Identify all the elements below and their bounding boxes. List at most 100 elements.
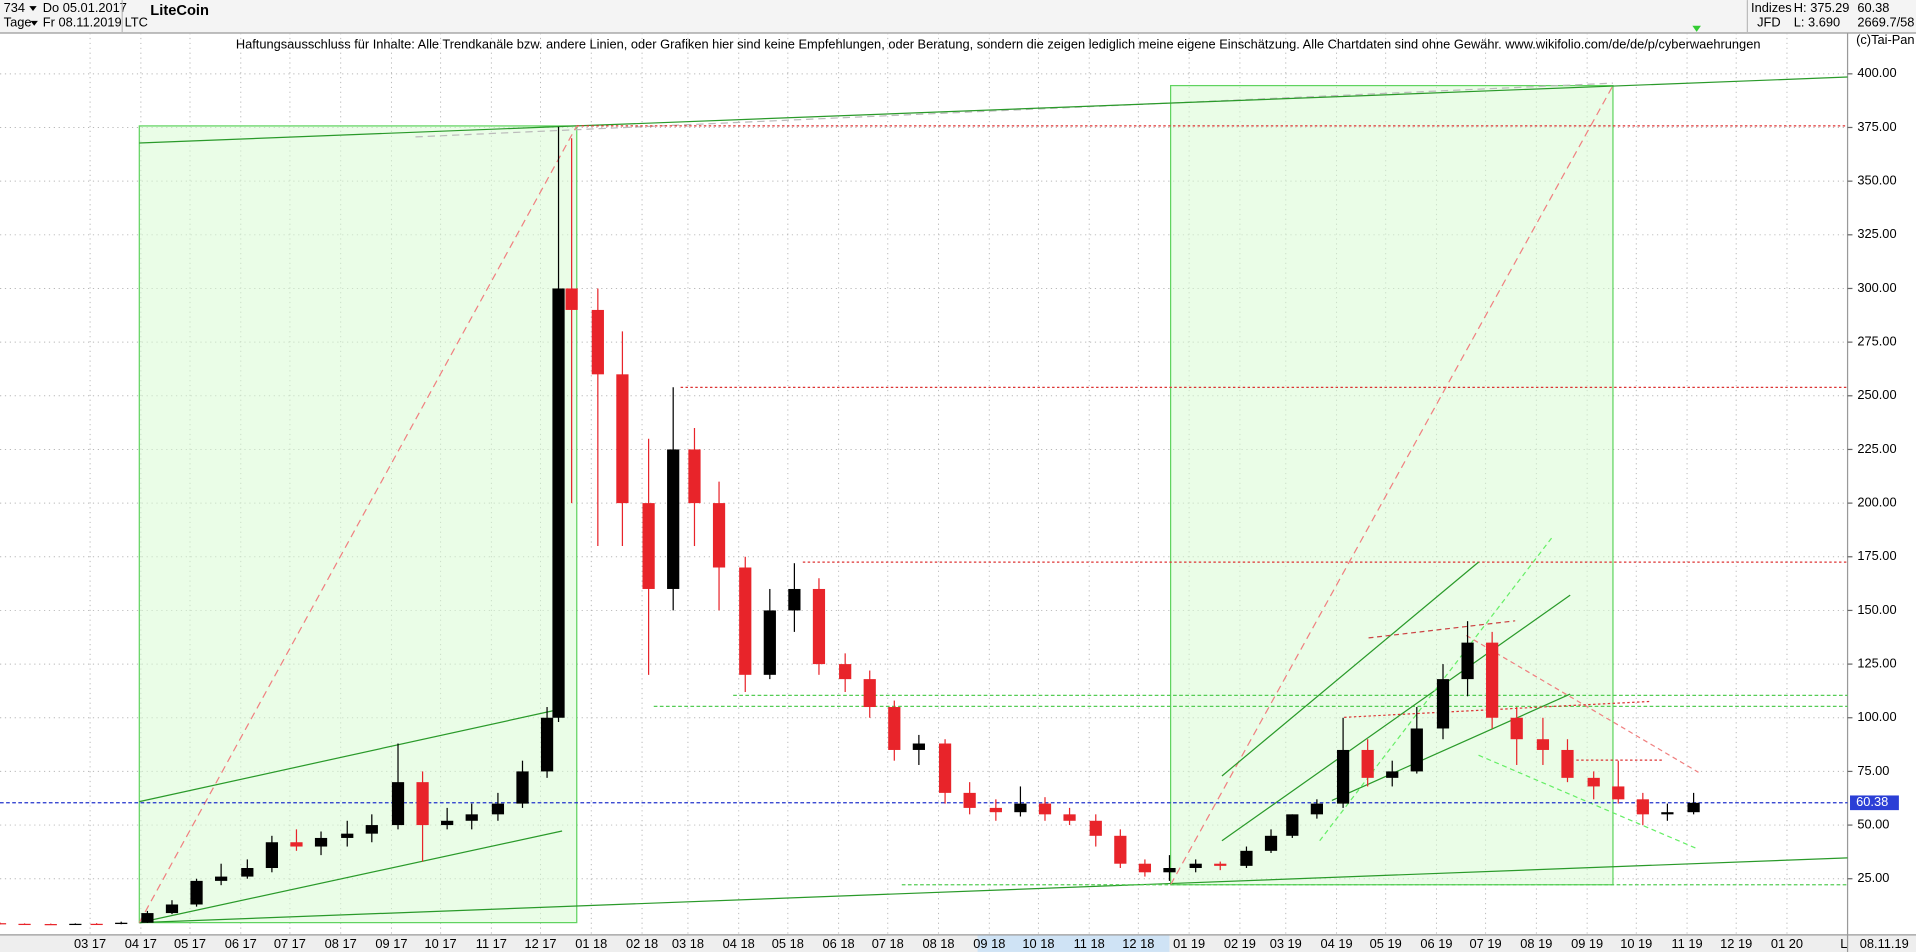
candle-body xyxy=(314,837,328,847)
candle-body xyxy=(739,567,752,675)
exchange: JFD xyxy=(1757,15,1781,30)
candle-body xyxy=(1461,642,1474,680)
candle-body xyxy=(938,743,952,793)
candle-body xyxy=(989,807,1002,813)
x-tick-label: 08 17 xyxy=(325,936,357,951)
trend-line xyxy=(1331,693,1571,801)
y-tick-label: 275.00 xyxy=(1857,334,1896,349)
dropdown-arrow xyxy=(29,6,37,12)
candle-body xyxy=(963,792,976,808)
x-tick-label: 03 18 xyxy=(672,936,704,951)
candle-body xyxy=(341,833,354,838)
trend-line xyxy=(1368,620,1516,639)
candle-body xyxy=(888,707,901,750)
candle-body xyxy=(1636,799,1649,815)
y-tick-label: 300.00 xyxy=(1857,280,1896,295)
x-tick-label: 07 18 xyxy=(872,936,904,951)
x-tick-label: 02 19 xyxy=(1224,936,1256,951)
high: H: 375.29 xyxy=(1794,0,1850,15)
candle-body xyxy=(365,825,378,834)
y-tick-label: 350.00 xyxy=(1857,173,1896,188)
candle-body xyxy=(491,803,505,815)
y-tick-label: 75.00 xyxy=(1857,763,1889,778)
candle-body xyxy=(1561,749,1574,778)
candle-body xyxy=(290,842,303,847)
x-tick-label: 05 17 xyxy=(174,936,206,951)
x-tick-label: 04 17 xyxy=(125,936,157,951)
x-tick-label: 03 17 xyxy=(74,936,106,951)
trend-line xyxy=(1478,754,1699,850)
candle-body xyxy=(1264,835,1278,851)
candle-body xyxy=(1063,814,1076,821)
candle-body xyxy=(141,913,154,923)
trend-line xyxy=(1221,594,1571,842)
candle-body xyxy=(1286,814,1299,836)
candle-body xyxy=(1687,802,1700,813)
candle-body xyxy=(1361,749,1374,778)
y-tick-label: 325.00 xyxy=(1857,226,1896,241)
x-tick-label: 06 19 xyxy=(1420,936,1452,951)
x-tick-label: 06 17 xyxy=(225,936,257,951)
candle-body xyxy=(688,449,701,504)
x-tick-label: 07 17 xyxy=(274,936,306,951)
candle-body xyxy=(1240,850,1253,866)
symbol: LTC xyxy=(125,15,148,30)
candle-body xyxy=(90,923,103,926)
x-tick-label: 02 18 xyxy=(626,936,658,951)
x-tick-label: 04 19 xyxy=(1320,936,1352,951)
trend-line xyxy=(139,857,1848,924)
candle-body xyxy=(616,374,629,504)
candle-body xyxy=(0,923,7,925)
x-tick-label: 11 19 xyxy=(1671,936,1702,951)
header-bar xyxy=(0,0,1916,34)
candle-body xyxy=(44,924,57,926)
candle-body xyxy=(1486,642,1499,718)
candle-body xyxy=(1612,786,1625,800)
candle-body xyxy=(165,904,179,914)
last-price-box xyxy=(1850,795,1899,811)
market: Indizes xyxy=(1751,0,1792,15)
candle-body xyxy=(912,743,925,750)
x-tick-label: 01 18 xyxy=(575,936,607,951)
trend-line xyxy=(415,82,1613,138)
ticks: 25.00 50.00 75.00 100.00 125.00 150.00 175.00 2… xyxy=(74,65,1897,951)
y-tick-label: 150.00 xyxy=(1857,602,1896,617)
x-tick-label: 09 19 xyxy=(1571,936,1603,951)
candle-body xyxy=(540,717,554,772)
candle-body xyxy=(465,814,478,821)
trend-line xyxy=(139,830,563,924)
candle-body xyxy=(1386,771,1399,778)
candle-body xyxy=(190,880,203,905)
last: 60.38 xyxy=(1857,0,1889,15)
y-tick-label: 25.00 xyxy=(1857,870,1889,885)
candle-body xyxy=(1189,863,1202,869)
period: Tage xyxy=(4,15,32,30)
candle-body xyxy=(1138,863,1152,873)
candles xyxy=(0,126,1700,926)
x-tick-label: 10 17 xyxy=(425,936,457,951)
candle-body xyxy=(812,588,826,665)
trend-line xyxy=(139,125,577,144)
title: LiteCoin xyxy=(150,3,209,19)
count: 734 xyxy=(4,0,25,15)
x-tick-label: 01 19 xyxy=(1173,936,1205,951)
candle-body xyxy=(215,876,228,881)
candle-body xyxy=(241,868,254,877)
candle-body xyxy=(1310,803,1323,815)
trend-line xyxy=(1170,85,1614,886)
candle-body xyxy=(265,842,279,869)
candle-body xyxy=(69,923,82,926)
x-tick-label: 09 18 xyxy=(973,936,1005,951)
candle-body xyxy=(667,449,680,589)
trend-line xyxy=(1221,561,1479,777)
trend-line xyxy=(576,76,1848,127)
y-tick-label: 375.00 xyxy=(1857,119,1896,134)
candle-body xyxy=(1014,803,1027,813)
x-tick-label: 03 19 xyxy=(1270,936,1302,951)
candle-body xyxy=(416,782,429,826)
end-date-label: 08.11.19 xyxy=(1860,936,1909,951)
y-tick-label: 175.00 xyxy=(1857,548,1896,563)
x-tick-label: 10 18 xyxy=(1022,936,1054,951)
x-tick-label: 12 17 xyxy=(524,936,556,951)
